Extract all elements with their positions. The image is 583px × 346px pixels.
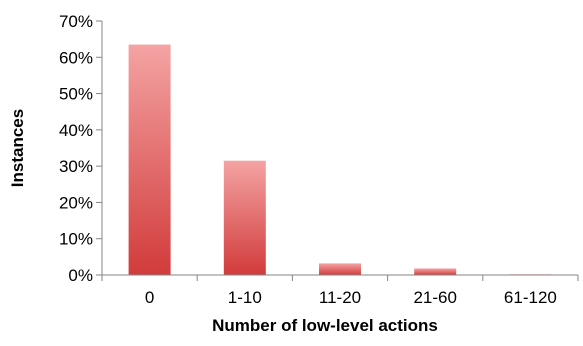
y-tick-label: 10%: [59, 230, 93, 249]
bar-0: [128, 44, 171, 276]
x-tick-label: 1-10: [228, 288, 262, 307]
bar-21-60: [414, 268, 457, 275]
bar-1-10: [223, 160, 266, 275]
x-axis-title: Number of low-level actions: [212, 316, 438, 335]
x-tick-label: 21-60: [413, 288, 456, 307]
labels-layer: 0% 10% 20% 30% 40% 50% 60% 70% 0 1-10 11-20 21-60 61…: [59, 12, 557, 307]
x-tick-label: 0: [145, 288, 154, 307]
y-tick-label: 60%: [59, 48, 93, 67]
y-tick-label: 20%: [59, 193, 93, 212]
axes-layer: [96, 20, 579, 281]
x-tick-label: 11-20: [319, 288, 361, 307]
y-tick-label: 50%: [59, 85, 93, 104]
bar-11-20: [319, 263, 361, 275]
y-tick-label: 30%: [59, 157, 93, 176]
y-axis-title: Instances: [8, 109, 27, 187]
y-tick-label: 0%: [68, 266, 93, 285]
y-tick-label: 70%: [59, 12, 93, 31]
y-tick-label: 40%: [59, 121, 93, 140]
x-tick-label: 61-120: [504, 288, 557, 307]
bars-layer: [128, 44, 552, 276]
